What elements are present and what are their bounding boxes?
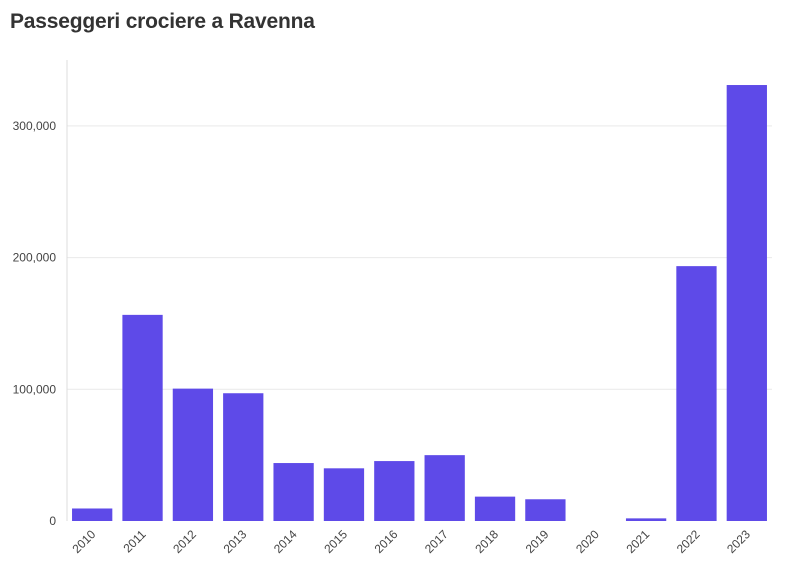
bar-2022	[676, 266, 717, 521]
bar-2023	[726, 85, 767, 522]
bar-2011	[122, 314, 163, 521]
y-tick-label: 200,000	[13, 251, 57, 265]
x-tick-label: 2010	[70, 527, 99, 556]
x-tick-label: 2019	[523, 527, 552, 556]
bar-2010	[72, 508, 113, 521]
bar-2019	[525, 499, 566, 521]
y-tick-label: 0	[49, 514, 56, 528]
bar-2013	[223, 393, 264, 521]
x-tick-label: 2018	[472, 527, 501, 556]
x-tick-label: 2015	[321, 527, 350, 556]
x-tick-label: 2012	[170, 527, 199, 556]
bar-2017	[424, 455, 465, 521]
y-tick-label: 100,000	[13, 382, 57, 396]
x-tick-label: 2014	[271, 527, 300, 556]
bar-2016	[374, 461, 415, 521]
x-tick-label: 2020	[573, 527, 602, 556]
chart-title: Passeggeri crociere a Ravenna	[10, 10, 315, 33]
grid-layer	[67, 125, 772, 390]
bars-layer	[72, 85, 767, 522]
x-tick-label: 2016	[372, 527, 401, 556]
x-tick-label: 2013	[221, 527, 250, 556]
bar-2012	[172, 388, 214, 521]
x-tick-label: 2021	[623, 527, 652, 556]
x-tick-label: 2023	[724, 527, 753, 556]
bar-2015	[323, 468, 365, 521]
x-tick-label: 2022	[674, 527, 703, 556]
bar-2018	[474, 496, 516, 521]
y-tick-label: 300,000	[13, 119, 57, 133]
bar-2014	[273, 463, 314, 521]
bar-2021	[625, 518, 667, 521]
x-tick-label: 2017	[422, 527, 451, 556]
x-tick-label: 2011	[121, 527, 149, 555]
